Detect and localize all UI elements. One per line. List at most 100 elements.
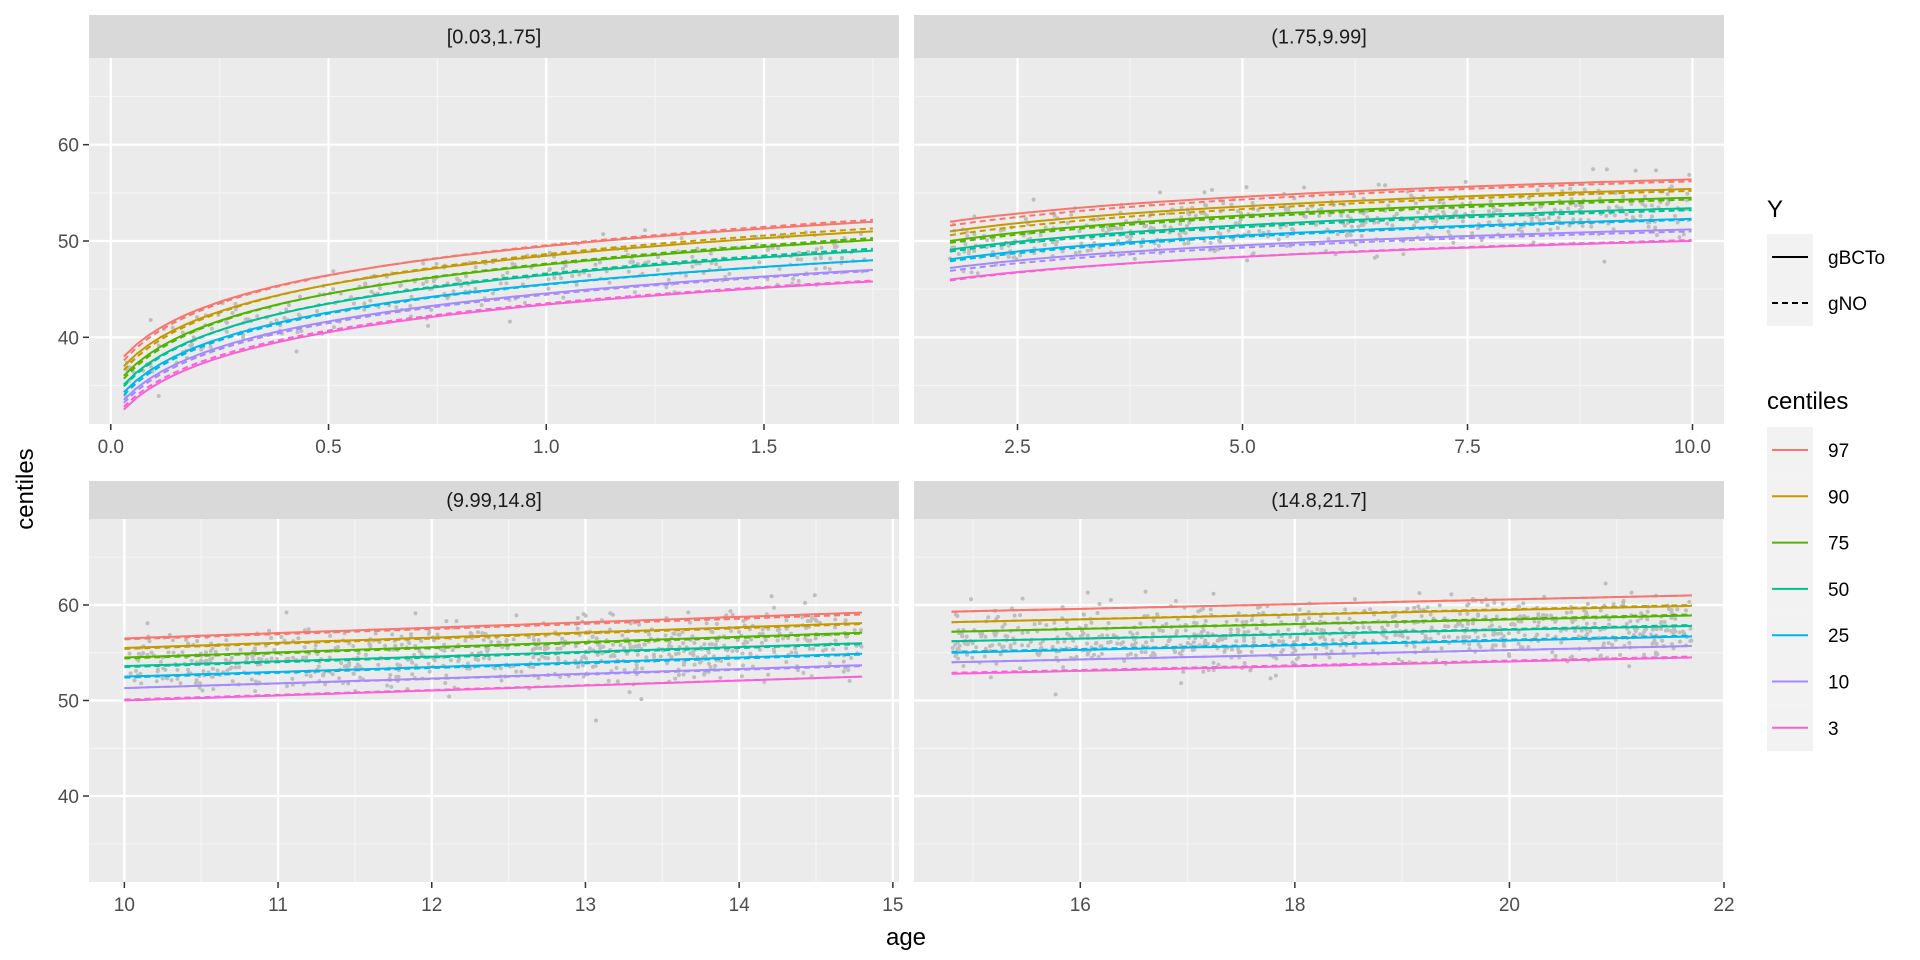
data-point [1384,635,1389,640]
data-point [622,667,627,672]
data-point [646,259,651,264]
data-point [1571,217,1576,222]
data-point [676,672,681,677]
centile-10-gBCTo-line [123,268,873,401]
data-point [1639,611,1644,616]
data-point [272,648,277,653]
data-point [1315,627,1320,632]
data-point [1424,636,1429,641]
data-point [587,646,592,651]
data-point [1502,643,1507,648]
data-point [230,311,235,316]
data-point [1251,639,1256,644]
data-point [813,636,818,641]
data-point [847,678,852,683]
data-point [625,651,630,656]
data-point [291,655,296,660]
data-point [306,627,311,632]
data-point [505,270,510,275]
linetype-legend-title: Y [1767,196,1783,223]
data-point [485,649,490,654]
data-point [1598,608,1603,613]
centile-10-gBCTo-line [949,228,1692,269]
data-point [552,276,557,281]
data-point [833,244,838,249]
data-point [421,281,426,286]
data-point [715,638,720,643]
data-point [1606,640,1611,645]
data-point [1434,207,1439,212]
data-point [1542,217,1547,222]
data-point [1096,654,1101,659]
data-point [1268,635,1273,640]
data-point [193,681,198,686]
data-point [139,681,144,686]
data-point [336,645,341,650]
data-point [1621,194,1626,199]
data-point [1552,207,1557,212]
data-point [327,655,332,660]
data-point [1037,621,1042,626]
data-point [735,648,740,653]
data-point [1677,235,1682,240]
data-point [1580,224,1585,229]
data-point [1294,657,1299,662]
data-point [1653,650,1658,655]
data-point [538,646,543,651]
data-point [827,267,832,272]
data-point [1669,184,1674,189]
data-point [789,650,794,655]
data-point [664,285,669,290]
data-point [1005,634,1010,639]
data-point [714,622,719,627]
data-point [500,273,505,278]
data-point [1673,616,1678,621]
data-point [760,631,765,636]
data-point [1579,628,1584,633]
data-point [1614,204,1619,209]
data-point [1314,222,1319,227]
data-point [514,669,519,674]
data-point [1526,645,1531,650]
data-point [1266,229,1271,234]
data-point [644,655,649,660]
data-point [1269,640,1274,645]
data-point [1643,203,1648,208]
data-point [1662,620,1667,625]
data-point [1522,633,1527,638]
data-point [1236,611,1241,616]
x-tick-label: 0.0 [98,437,124,458]
data-point [410,660,415,665]
data-point [1680,629,1685,634]
data-point [1465,611,1470,616]
centile-50-gNO-line [123,247,873,388]
data-point [828,256,833,261]
data-point [1229,202,1234,207]
data-point [269,656,274,661]
data-point [620,633,625,638]
data-point [373,631,378,636]
centile-3-gNO-line [951,655,1692,674]
data-point [328,633,333,638]
data-point [718,675,723,680]
data-point [560,266,565,271]
data-point [1177,651,1182,656]
data-point [1348,233,1353,238]
data-point [1670,642,1675,647]
data-point [1532,619,1537,624]
data-point [843,618,848,623]
data-point [1240,620,1245,625]
data-point [1612,213,1617,218]
data-point [1437,603,1442,608]
data-point [175,667,180,672]
data-point [1173,649,1178,654]
data-point [1183,628,1188,633]
data-point [1529,216,1534,221]
data-point [594,636,599,641]
data-point [1284,244,1289,249]
data-point [795,257,800,262]
data-point [1365,215,1370,220]
data-point [478,650,483,655]
data-point [132,678,137,683]
data-point [1281,647,1286,652]
